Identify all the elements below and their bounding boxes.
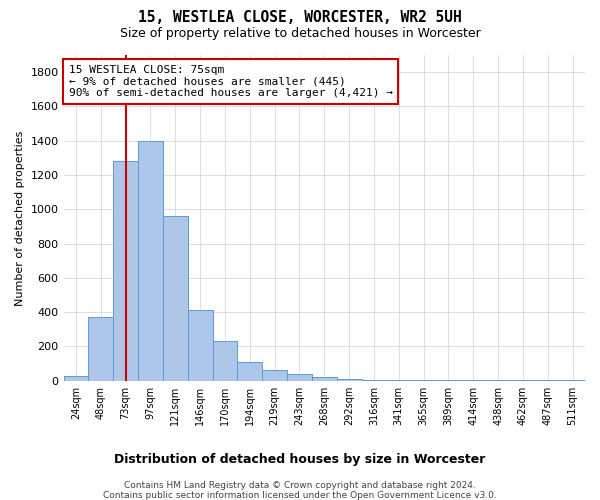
Bar — [287, 374, 312, 381]
Bar — [138, 140, 163, 381]
Text: Distribution of detached houses by size in Worcester: Distribution of detached houses by size … — [115, 452, 485, 466]
Text: Contains HM Land Registry data © Crown copyright and database right 2024.: Contains HM Land Registry data © Crown c… — [124, 481, 476, 490]
Bar — [337, 379, 362, 381]
Text: Size of property relative to detached houses in Worcester: Size of property relative to detached ho… — [119, 28, 481, 40]
Bar — [212, 342, 238, 381]
Bar — [113, 162, 138, 381]
Bar — [312, 378, 337, 381]
Text: 15 WESTLEA CLOSE: 75sqm
← 9% of detached houses are smaller (445)
90% of semi-de: 15 WESTLEA CLOSE: 75sqm ← 9% of detached… — [69, 65, 393, 98]
Text: Contains public sector information licensed under the Open Government Licence v3: Contains public sector information licen… — [103, 491, 497, 500]
Bar — [386, 380, 411, 381]
Bar — [262, 370, 287, 381]
Text: 15, WESTLEA CLOSE, WORCESTER, WR2 5UH: 15, WESTLEA CLOSE, WORCESTER, WR2 5UH — [138, 10, 462, 25]
Bar — [163, 216, 188, 381]
Bar — [64, 376, 88, 381]
Bar — [188, 310, 212, 381]
Bar — [238, 362, 262, 381]
Y-axis label: Number of detached properties: Number of detached properties — [15, 130, 25, 306]
Bar — [88, 318, 113, 381]
Bar — [362, 380, 386, 381]
